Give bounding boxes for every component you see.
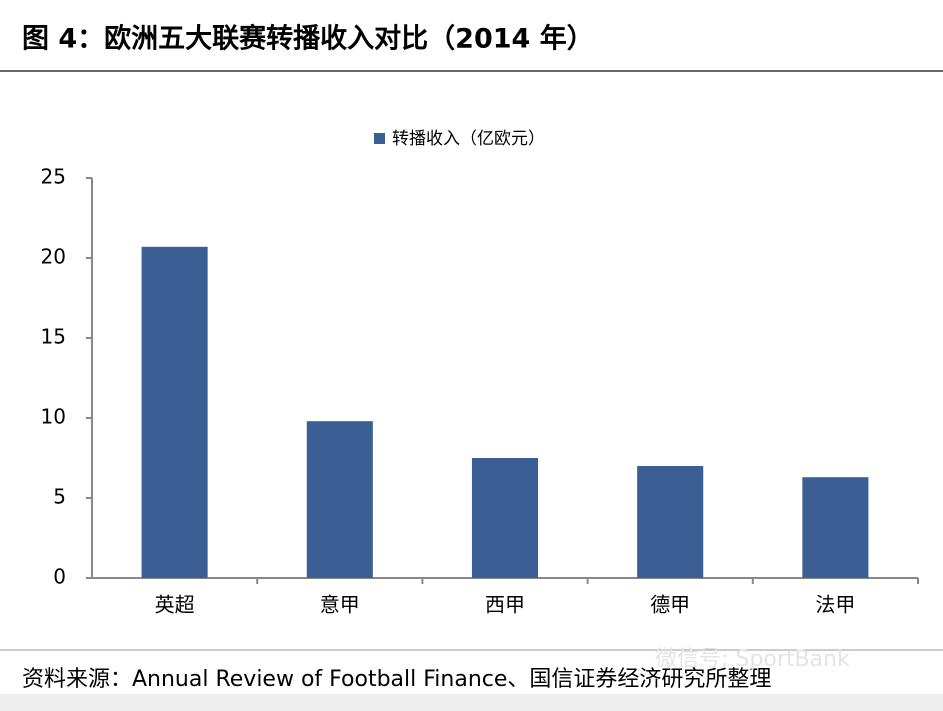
y-tick-label: 20 [41, 245, 66, 269]
bar [637, 466, 704, 578]
bar [141, 246, 208, 579]
y-tick-label: 25 [41, 165, 66, 189]
bar [802, 477, 869, 578]
bar [471, 458, 539, 578]
y-tick-label: 15 [41, 325, 66, 349]
y-tick-label: 5 [53, 485, 66, 509]
bar [306, 421, 373, 578]
legend-label: 转播收入（亿欧元） [392, 129, 545, 149]
y-tick-label: 0 [53, 565, 66, 589]
y-tick-label: 10 [41, 405, 66, 429]
x-tick-label: 法甲 [815, 593, 855, 617]
legend-swatch [374, 133, 385, 144]
footer-band [0, 694, 943, 711]
source-note: 资料来源：Annual Review of Football Finance、国… [22, 667, 771, 692]
x-tick-label: 德甲 [650, 593, 690, 617]
watermark: 微信号: SportBank [655, 647, 850, 672]
chart-title: 图 4：欧洲五大联赛转播收入对比（2014 年） [22, 23, 594, 55]
x-tick-label: 意甲 [320, 593, 360, 617]
x-tick-label: 西甲 [485, 593, 525, 617]
x-tick-label: 英超 [155, 593, 195, 617]
